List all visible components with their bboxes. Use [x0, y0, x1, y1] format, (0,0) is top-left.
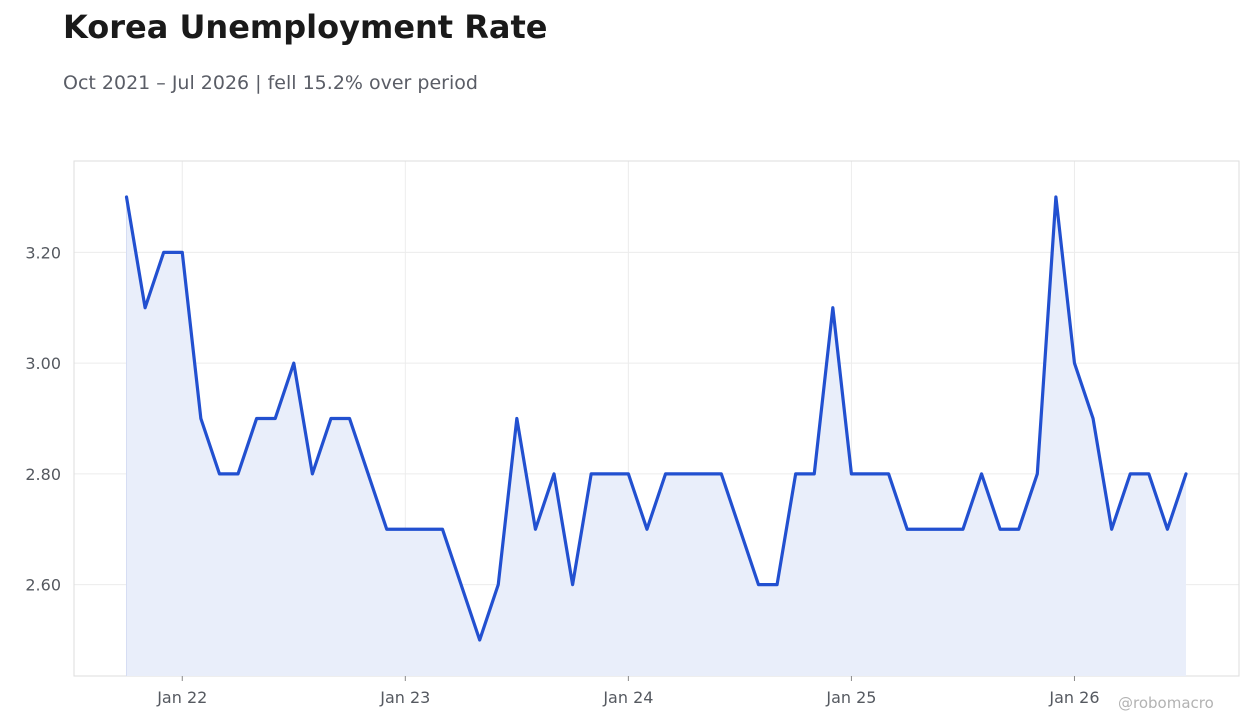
watermark: @robomacro [1118, 694, 1214, 712]
line-layer [124, 195, 1188, 642]
y-tick-label: 3.00 [25, 354, 61, 373]
chart-subtitle: Oct 2021 – Jul 2026 | fell 15.2% over pe… [63, 72, 478, 94]
x-tick-label: Jan 23 [379, 688, 430, 707]
chart-title: Korea Unemployment Rate [63, 8, 548, 46]
x-tick-label: Jan 22 [156, 688, 207, 707]
x-axis-ticks: Jan 22 Jan 23 Jan 24 Jan 25 Jan 26 [156, 676, 1100, 707]
area-layer [126, 196, 1186, 677]
x-tick-label: Jan 25 [825, 688, 876, 707]
x-tick-label: Jan 26 [1048, 688, 1099, 707]
series-area [126, 196, 1186, 677]
y-tick-label: 3.20 [25, 243, 61, 262]
series-line [124, 195, 1188, 642]
y-axis-ticks: 2.60 2.80 3.00 3.20 [25, 243, 61, 594]
point-layer [126, 196, 1187, 641]
y-tick-label: 2.60 [25, 576, 61, 595]
y-tick-label: 2.80 [25, 465, 61, 484]
x-tick-label: Jan 24 [602, 688, 653, 707]
